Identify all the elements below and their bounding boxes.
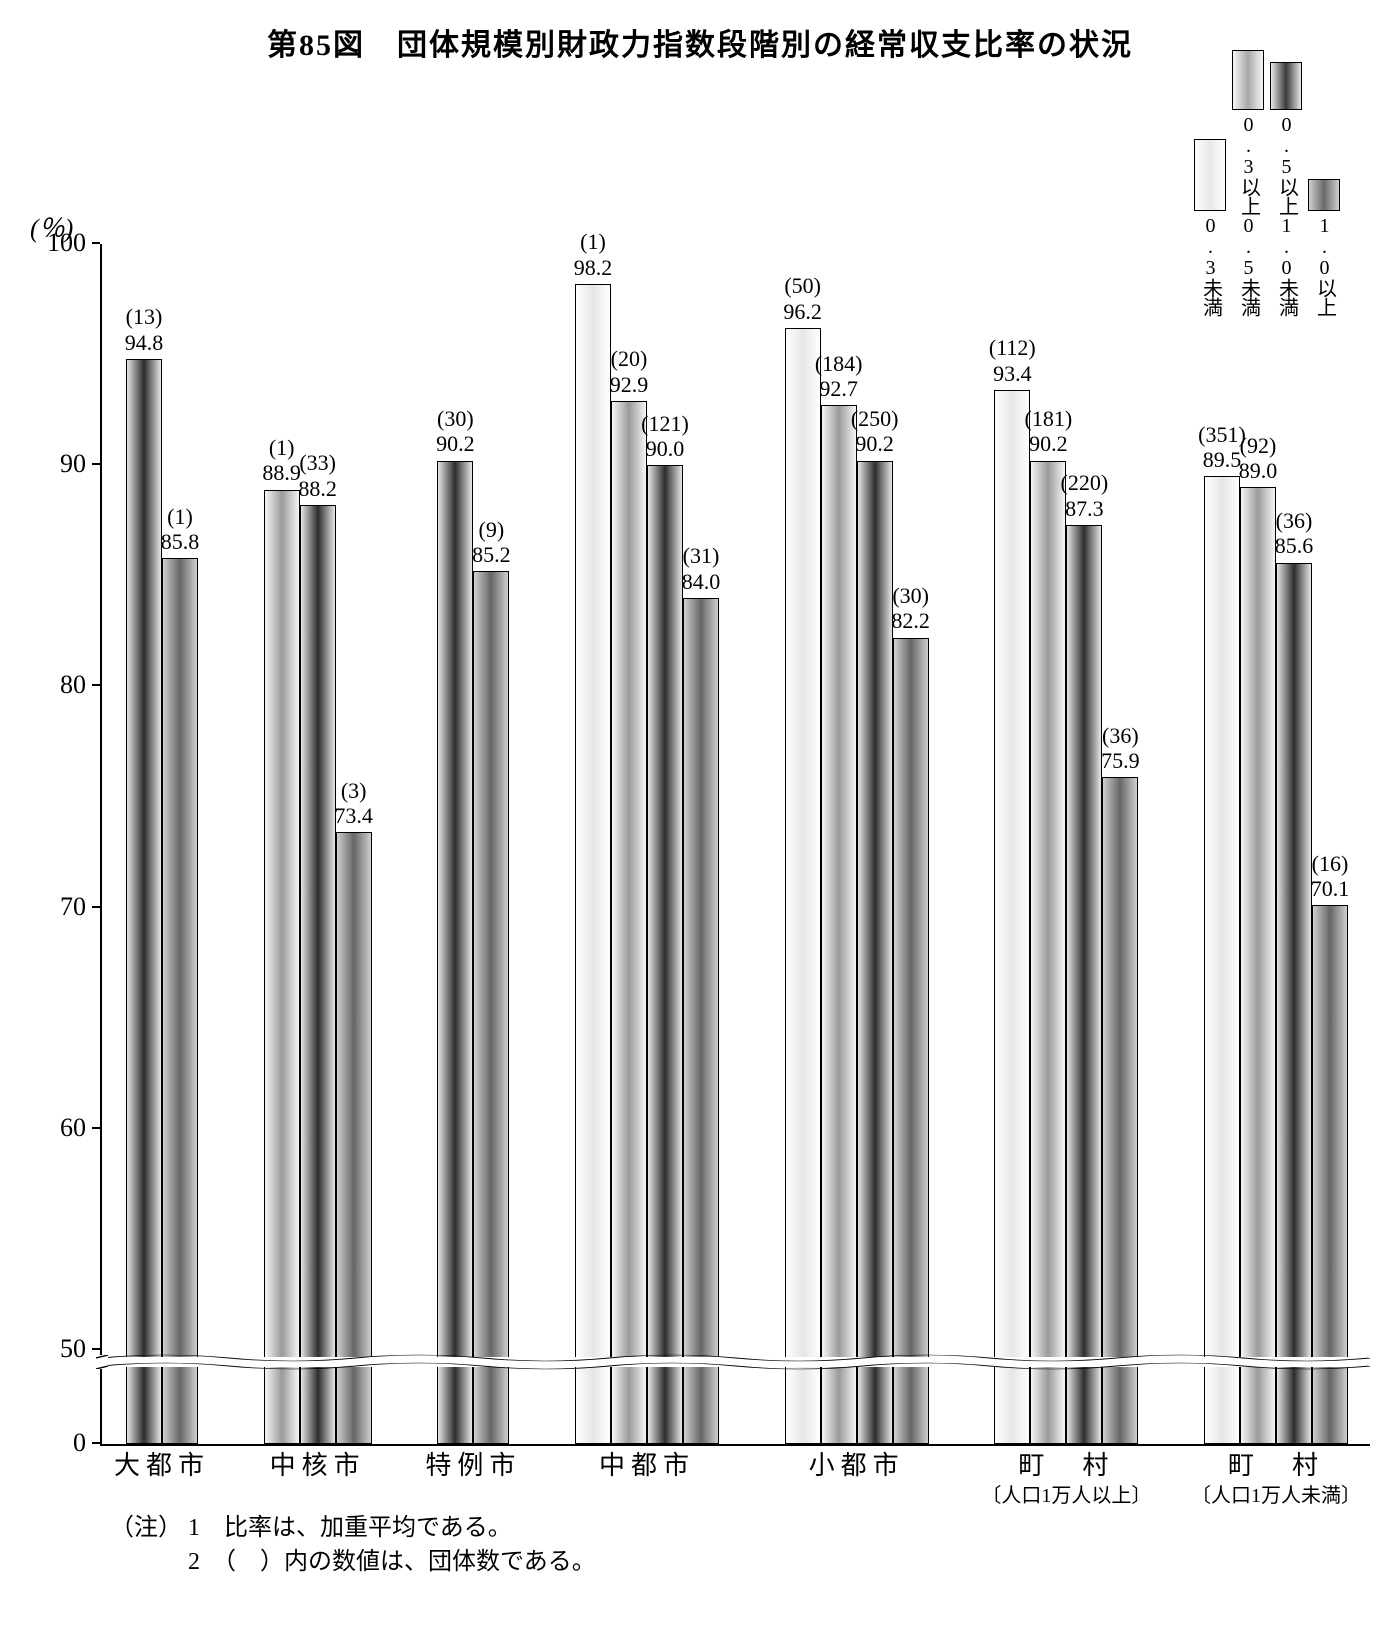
chart-container: 第85図 団体規模別財政力指数段階別の経常収支比率の状況 0.3未満0.3以上0… [20,20,1380,1579]
bar [683,598,719,1444]
bar-value-label: (30)82.2 [891,583,930,634]
bar [857,461,893,1444]
category-label: 特例市 [425,1445,521,1482]
y-tick-label: 70 [26,892,86,922]
plot-area: (％) (13)94.8(1)85.8大都市(1)88.9(33)88.2(3)… [20,244,1380,1504]
bar [647,465,683,1444]
chart-notes: （注） 1 比率は、加重平均である。 （注） 2 （ ）内の数値は、団体数である… [110,1512,1380,1579]
category-label: 大都市 [114,1445,210,1482]
bar [994,390,1030,1444]
bar [1030,461,1066,1444]
bar [126,359,162,1444]
bar-value-label: (16)70.1 [1311,851,1350,902]
bar-value-label: (9)85.2 [472,517,511,568]
bar-value-label: (250)90.2 [851,406,899,457]
bar-value-label: (220)87.3 [1061,470,1109,521]
bar-value-label: (31)84.0 [682,543,721,594]
axis-break [102,1352,1370,1372]
bar [1276,563,1312,1444]
note-1: 1 比率は、加重平均である。 [188,1515,512,1541]
bar [785,328,821,1444]
bar [264,490,300,1444]
bar [611,401,647,1444]
bar [437,461,473,1444]
bar [893,638,929,1444]
bar-value-label: (92)89.0 [1239,433,1278,484]
bar-value-label: (1)88.9 [262,435,301,486]
bar [821,405,857,1444]
legend-swatch [1270,62,1302,110]
category-sublabel: 〔人口1万人以上〕 [981,1479,1151,1508]
y-tick-label: 0 [26,1428,86,1458]
bar-value-label: (20)92.9 [610,346,649,397]
category-label: 中都市 [599,1445,695,1482]
chart-title: 第85図 団体規模別財政力指数段階別の経常収支比率の状況 [20,20,1380,64]
category-label: 中核市 [270,1445,366,1482]
bar-value-label: (36)85.6 [1275,508,1314,559]
bar-value-label: (33)88.2 [298,450,337,501]
y-tick-label: 80 [26,670,86,700]
bars-area: (13)94.8(1)85.8大都市(1)88.9(33)88.2(3)73.4… [100,244,1370,1446]
bar-value-label: (112)93.4 [989,335,1036,386]
y-tick-label: 60 [26,1113,86,1143]
bar [1240,487,1276,1444]
note-2: 2 （ ）内の数値は、団体数である。 [188,1549,596,1575]
legend-swatch [1232,50,1264,110]
legend-swatch [1308,179,1340,211]
bar [300,505,336,1444]
bar [473,571,509,1444]
bar-value-label: (3)73.4 [334,778,373,829]
bar-value-label: (13)94.8 [125,304,164,355]
bar-value-label: (50)96.2 [783,273,822,324]
bar-value-label: (181)90.2 [1025,406,1073,457]
notes-prefix: （注） [110,1515,182,1541]
bar-value-label: (121)90.0 [641,411,689,462]
y-tick-label: 50 [26,1334,86,1364]
y-tick-label: 90 [26,449,86,479]
bar-value-label: (30)90.2 [436,406,475,457]
category-label: 小都市 [809,1445,905,1482]
bar [1102,777,1138,1444]
category-label: 町 村 [1018,1445,1114,1482]
bar [1066,525,1102,1444]
bar [1204,476,1240,1444]
bar-value-label: (1)85.8 [161,504,200,555]
bar [162,558,198,1444]
bar-value-label: (36)75.9 [1101,723,1140,774]
bar-value-label: (1)98.2 [574,229,613,280]
bar-value-label: (184)92.7 [815,351,863,402]
category-sublabel: 〔人口1万人未満〕 [1191,1479,1361,1508]
bar [575,284,611,1444]
category-label: 町 村 [1228,1445,1324,1482]
y-tick-label: 100 [26,228,86,258]
legend-swatch [1194,139,1226,211]
